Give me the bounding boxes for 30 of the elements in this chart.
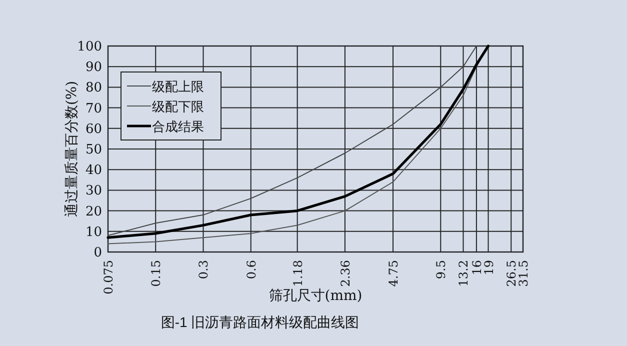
y-tick-label: 30 — [85, 184, 102, 199]
x-tick-label: 0.075 — [102, 260, 116, 294]
y-tick-label: 80 — [85, 80, 102, 96]
x-tick-label: 1.18 — [290, 260, 305, 287]
y-tick-label: 10 — [85, 224, 102, 240]
x-tick-label: 26.5 — [504, 260, 519, 287]
x-tick-label: 4.75 — [386, 260, 401, 287]
x-tick-label: 31.5 — [516, 260, 530, 287]
text: 图-1 旧沥青路面材料级配曲线图 — [160, 314, 360, 330]
y-tick-label: 20 — [85, 204, 102, 220]
x-tick-label: 9.5 — [434, 260, 448, 280]
y-tick-label: 90 — [85, 60, 102, 76]
x-tick-label: 16 — [470, 260, 484, 276]
legend-label: 级配下限 — [152, 99, 204, 114]
x-tick-label: 0.3 — [196, 260, 211, 280]
legend-label: 级配上限 — [152, 79, 204, 94]
y-tick-label: 0 — [94, 246, 102, 260]
y-tick-label: 50 — [85, 142, 102, 158]
x-tick-label: 2.36 — [338, 260, 352, 287]
x-tick-label: 0.15 — [149, 260, 164, 287]
y-tick-label: 100 — [77, 40, 102, 54]
legend-label: 合成结果 — [152, 119, 204, 134]
y-tick-label: 60 — [85, 122, 102, 137]
y-tick-label: 70 — [85, 101, 102, 116]
x-tick-label: 19 — [482, 260, 496, 276]
x-axis-title: 筛孔尺寸(mm) — [268, 288, 362, 304]
y-axis-title: 通过量质量百分数(%) — [64, 80, 80, 218]
x-tick-label: 0.6 — [244, 260, 258, 280]
x-tick-label: 13.2 — [456, 260, 471, 287]
y-tick-label: 40 — [85, 163, 102, 178]
